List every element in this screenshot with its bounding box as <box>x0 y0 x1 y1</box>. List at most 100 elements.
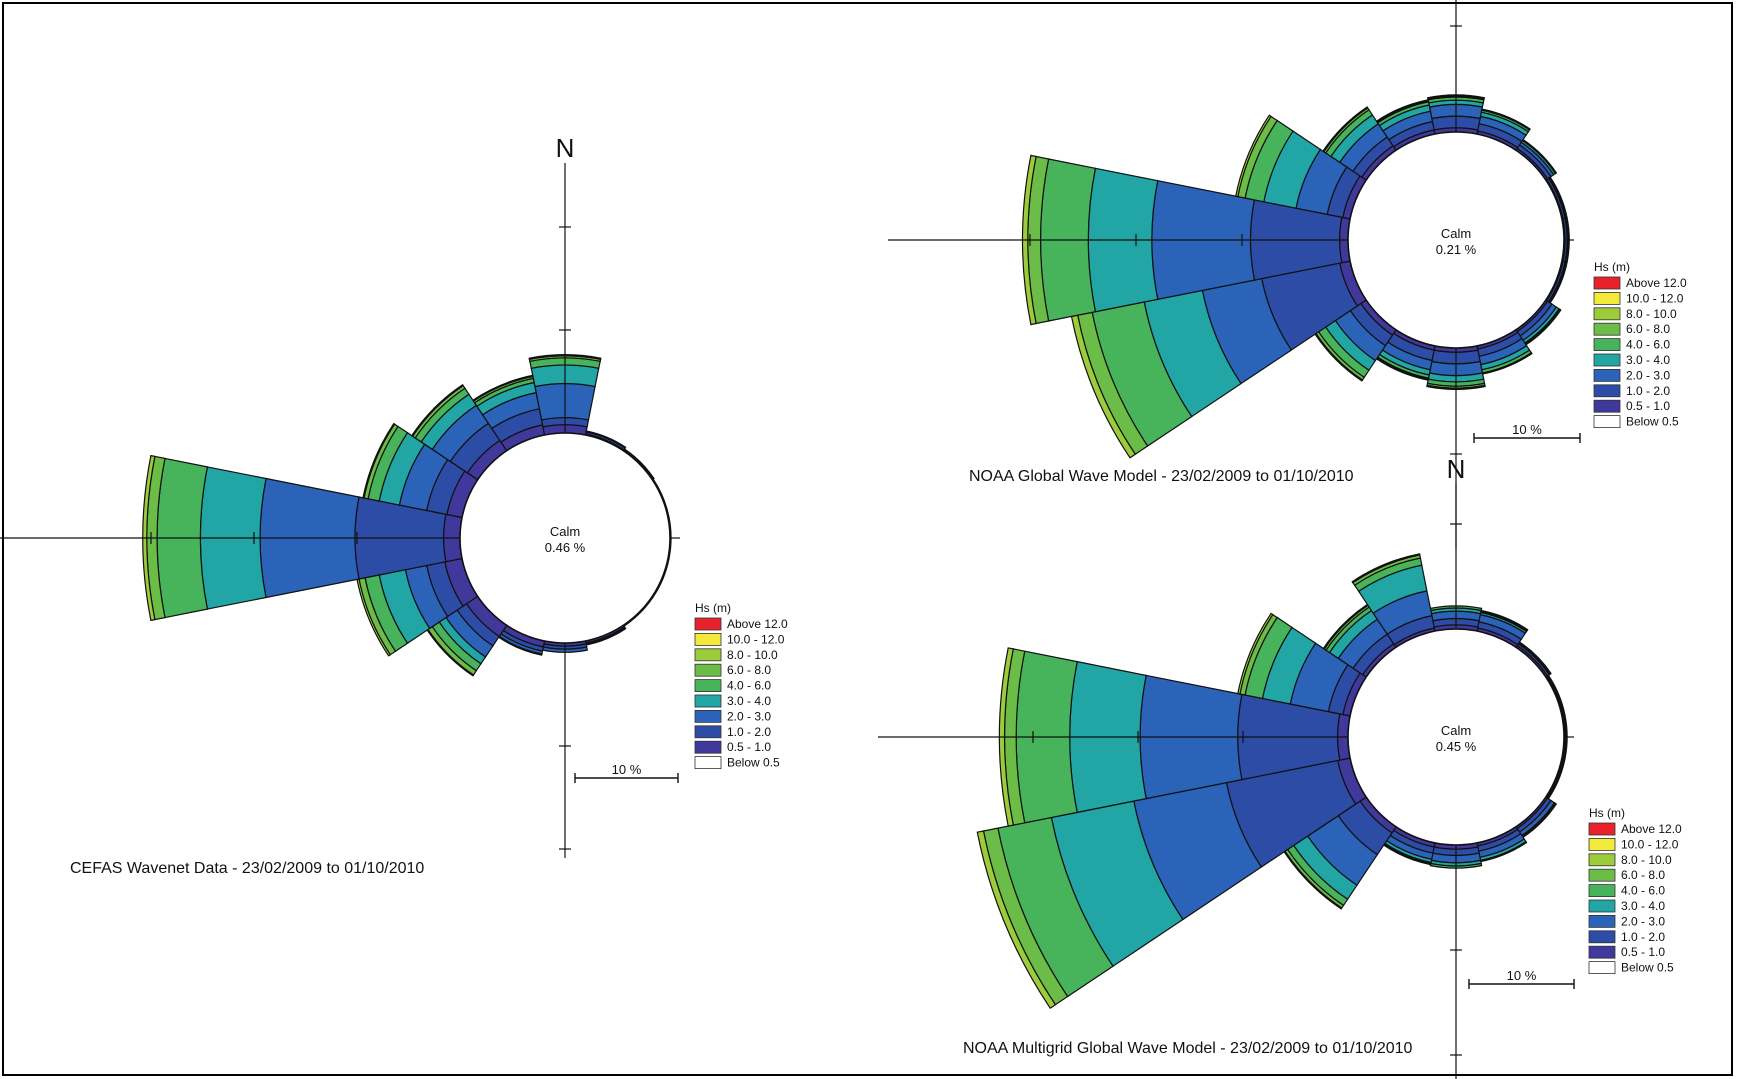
rose-sector <box>1426 384 1486 390</box>
legend-label: 3.0 - 4.0 <box>1626 353 1670 367</box>
legend-label: 0.5 - 1.0 <box>1626 399 1670 413</box>
rose-sector <box>1375 99 1430 123</box>
calm-percent: 0.45 % <box>1436 739 1477 754</box>
legend-swatch <box>694 617 722 631</box>
rose-sector <box>1429 862 1483 869</box>
rose-sector <box>1237 612 1274 695</box>
rose-sector <box>1480 609 1529 632</box>
legend-swatch <box>1593 307 1621 321</box>
legend-swatch <box>694 725 722 739</box>
legend-swatch <box>1593 322 1621 336</box>
calm-percent: 0.46 % <box>545 540 586 555</box>
legend-label: 4.0 - 6.0 <box>1626 338 1670 352</box>
legend-label: 0.5 - 1.0 <box>727 740 771 754</box>
legend-swatch <box>1588 899 1616 913</box>
legend-label: 10.0 - 12.0 <box>1621 837 1679 851</box>
legend-label: Above 12.0 <box>1626 276 1687 290</box>
legend-title: Hs (m) <box>1594 260 1630 274</box>
legend-swatch <box>1588 853 1616 867</box>
north-label: N <box>556 133 575 163</box>
rose-sector <box>1021 154 1037 326</box>
legend-swatch <box>1593 368 1621 382</box>
scale-label: 10 % <box>1512 422 1542 437</box>
legend-swatch <box>1593 353 1621 367</box>
calm-label: Calm <box>1441 723 1471 738</box>
rose-sector <box>1518 641 1552 675</box>
calm-label: Calm <box>1441 226 1471 241</box>
legend-swatch <box>1588 868 1616 882</box>
rose-sector <box>585 430 627 449</box>
rose-sector <box>1429 605 1483 612</box>
legend-swatch <box>1593 276 1621 290</box>
rose-sector <box>410 383 465 438</box>
calm-label: Calm <box>550 524 580 539</box>
legend-swatch <box>1593 338 1621 352</box>
rose-caption-cefas: CEFAS Wavenet Data - 23/02/2009 to 01/10… <box>70 860 425 877</box>
legend-label: Below 0.5 <box>727 756 780 770</box>
rose-sector <box>1481 108 1531 131</box>
rose-sector <box>1234 114 1272 198</box>
legend-swatch <box>1588 822 1616 836</box>
legend-swatch <box>1588 961 1616 974</box>
legend-label: 4.0 - 6.0 <box>727 679 771 693</box>
scale-label: 10 % <box>1507 968 1537 983</box>
legend-title: Hs (m) <box>1589 806 1625 820</box>
rose-sector <box>1521 138 1558 175</box>
legend-title: Hs (m) <box>695 601 731 615</box>
legend-label: 6.0 - 8.0 <box>1626 322 1670 336</box>
legend-swatch <box>1593 399 1621 413</box>
legend-label: 1.0 - 2.0 <box>1621 930 1665 944</box>
legend-label: 10.0 - 12.0 <box>1626 291 1684 305</box>
rose-sector <box>1426 94 1486 100</box>
rose-caption-noaa-global: NOAA Global Wave Model - 23/02/2009 to 0… <box>969 468 1354 485</box>
legend-swatch <box>1588 884 1616 897</box>
legend-swatch <box>694 633 722 646</box>
rose-sector <box>142 454 156 622</box>
legend-swatch <box>694 710 722 723</box>
legend-label: 3.0 - 4.0 <box>1621 899 1665 913</box>
legend-label: Below 0.5 <box>1626 415 1679 429</box>
rose-sector <box>362 422 396 499</box>
legend-label: 8.0 - 10.0 <box>1621 853 1672 867</box>
calm-percent: 0.21 % <box>1436 242 1477 257</box>
legend-swatch <box>694 663 722 677</box>
legend-label: Above 12.0 <box>727 617 788 631</box>
legend-swatch <box>1593 384 1621 398</box>
legend-swatch <box>1588 930 1616 944</box>
legend-swatch <box>1593 291 1621 305</box>
legend-label: 6.0 - 8.0 <box>1621 868 1665 882</box>
legend-label: 2.0 - 3.0 <box>1621 914 1665 928</box>
legend-label: 2.0 - 3.0 <box>727 709 771 723</box>
rose-sector <box>1322 106 1369 153</box>
rose-caption-noaa-multigrid: NOAA Multigrid Global Wave Model - 23/02… <box>963 1040 1413 1057</box>
legend-swatch <box>694 740 722 754</box>
rose-sector <box>528 354 602 361</box>
legend-label: 1.0 - 2.0 <box>1626 384 1670 398</box>
legend-label: 3.0 - 4.0 <box>727 694 771 708</box>
rose-sector <box>1351 553 1421 584</box>
legend-swatch <box>1588 838 1616 851</box>
north-label: N <box>1447 454 1466 484</box>
legend-label: 8.0 - 10.0 <box>1626 307 1677 321</box>
legend-swatch <box>1593 415 1621 429</box>
legend-label: 6.0 - 8.0 <box>727 663 771 677</box>
legend-label: 4.0 - 6.0 <box>1621 884 1665 898</box>
legend-swatch <box>694 648 722 662</box>
scale-label: 10 % <box>612 762 642 777</box>
legend-label: 10.0 - 12.0 <box>727 632 785 646</box>
legend-swatch <box>694 756 722 769</box>
rose-sector <box>623 448 655 480</box>
legend-swatch <box>1588 945 1616 959</box>
legend-label: Below 0.5 <box>1621 961 1674 975</box>
legend-label: 2.0 - 3.0 <box>1626 368 1670 382</box>
legend-label: 1.0 - 2.0 <box>727 725 771 739</box>
legend-swatch <box>694 694 722 708</box>
legend-label: 8.0 - 10.0 <box>727 648 778 662</box>
rose-sector <box>472 374 534 402</box>
legend-label: 0.5 - 1.0 <box>1621 945 1665 959</box>
legend-label: Above 12.0 <box>1621 822 1682 836</box>
